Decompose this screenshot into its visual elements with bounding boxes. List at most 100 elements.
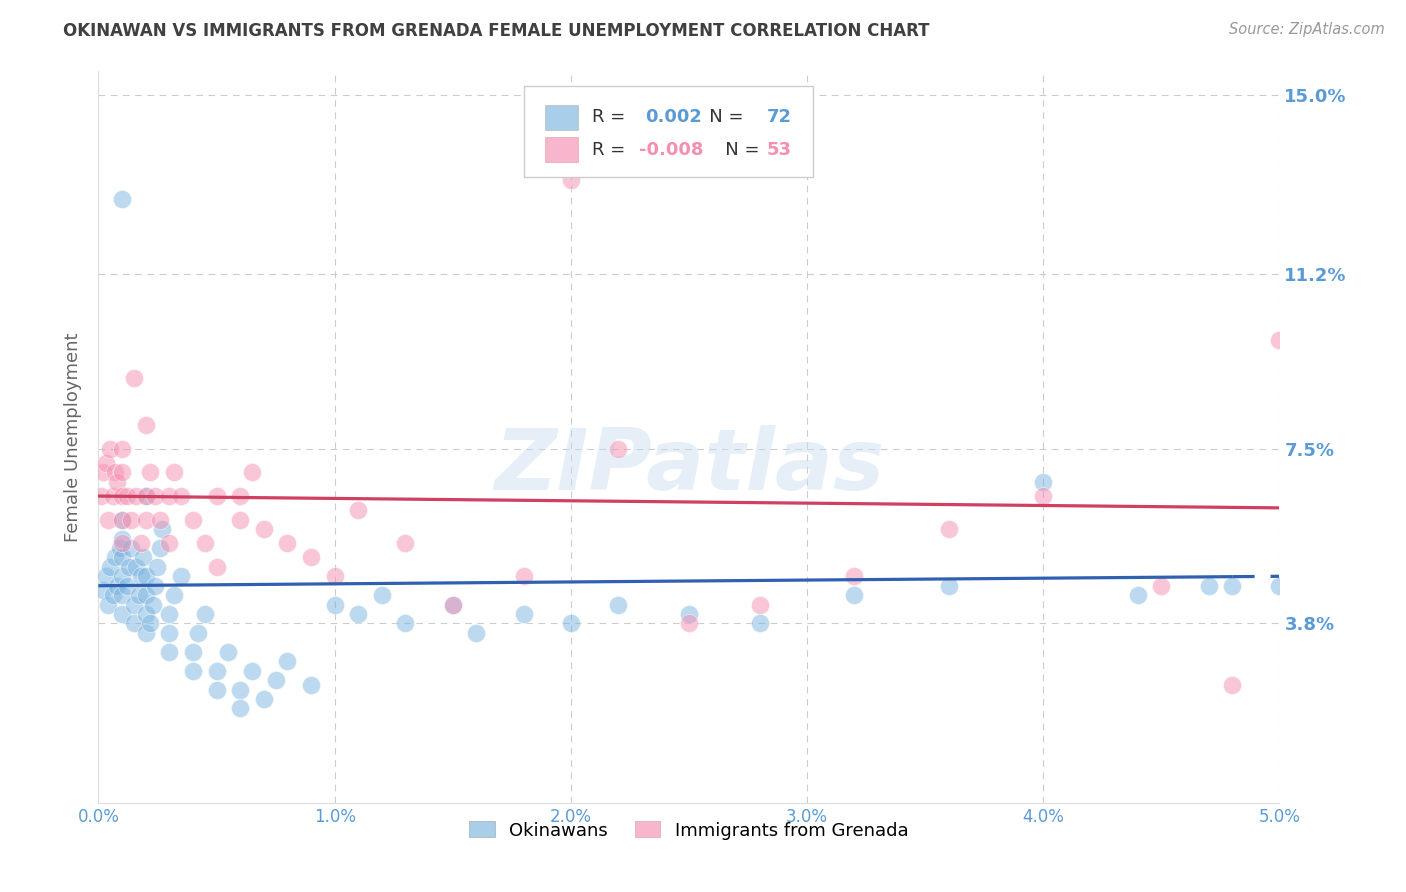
Point [560, 173, 582, 187]
Point [135, 588, 157, 602]
Point [101, 588, 124, 602]
Point [142, 598, 165, 612]
Point [394, 616, 416, 631]
Point [111, 569, 134, 583]
Point [143, 579, 166, 593]
Point [465, 626, 488, 640]
Text: -0.008: -0.008 [640, 141, 704, 159]
Point [264, 673, 287, 687]
Point [139, 466, 162, 480]
Point [938, 522, 960, 536]
Point [139, 616, 162, 631]
Point [347, 607, 370, 621]
Point [157, 536, 180, 550]
Point [118, 559, 141, 574]
Point [323, 569, 346, 583]
Point [229, 701, 252, 715]
FancyBboxPatch shape [523, 86, 813, 178]
Point [135, 418, 157, 433]
Point [135, 489, 157, 503]
Point [323, 598, 346, 612]
Text: R =: R = [592, 109, 637, 127]
Point [104, 466, 127, 480]
Point [149, 541, 172, 555]
Point [111, 607, 134, 621]
Text: 53: 53 [766, 141, 792, 159]
Text: 72: 72 [766, 109, 792, 127]
Point [135, 607, 157, 621]
Point [512, 607, 534, 621]
Point [111, 513, 134, 527]
Point [115, 489, 138, 503]
Point [187, 626, 209, 640]
Point [135, 626, 157, 640]
Text: N =: N = [693, 109, 749, 127]
Point [181, 645, 204, 659]
Point [194, 536, 217, 550]
Point [111, 588, 134, 602]
Point [844, 588, 866, 602]
Point [111, 532, 134, 546]
Point [560, 616, 582, 631]
Point [121, 513, 143, 527]
Point [194, 607, 217, 621]
Point [122, 616, 145, 631]
Point [276, 536, 298, 550]
Point [111, 442, 134, 456]
Point [229, 489, 252, 503]
Point [115, 579, 138, 593]
Point [299, 550, 322, 565]
Point [1220, 678, 1243, 692]
Point [371, 588, 394, 602]
Point [1032, 489, 1054, 503]
Point [678, 607, 700, 621]
Point [347, 503, 370, 517]
Point [1268, 579, 1291, 593]
Point [748, 598, 770, 612]
Point [678, 616, 700, 631]
Text: ZIPatlas: ZIPatlas [494, 425, 884, 508]
Point [111, 536, 134, 550]
Point [229, 513, 252, 527]
Point [748, 616, 770, 631]
Point [240, 664, 263, 678]
Point [146, 559, 169, 574]
Point [125, 559, 148, 574]
Point [122, 598, 145, 612]
Point [1220, 579, 1243, 593]
Legend: Okinawans, Immigrants from Grenada: Okinawans, Immigrants from Grenada [460, 813, 918, 848]
Point [170, 569, 193, 583]
Point [205, 682, 228, 697]
Point [163, 588, 186, 602]
Point [170, 489, 193, 503]
Point [135, 569, 157, 583]
Point [98, 559, 121, 574]
Point [253, 692, 276, 706]
Text: 0.002: 0.002 [645, 109, 702, 127]
Point [607, 442, 630, 456]
Point [205, 489, 228, 503]
Point [91, 466, 114, 480]
Point [276, 654, 298, 668]
Point [111, 513, 134, 527]
Text: R =: R = [592, 141, 631, 159]
Point [91, 583, 114, 598]
Point [90, 489, 112, 503]
Point [157, 626, 180, 640]
Point [181, 664, 204, 678]
Point [441, 598, 464, 612]
Point [97, 513, 120, 527]
Point [441, 598, 464, 612]
Point [135, 513, 157, 527]
Point [253, 522, 276, 536]
Point [1268, 334, 1291, 348]
Point [125, 489, 148, 503]
Point [143, 489, 166, 503]
Point [128, 588, 150, 602]
Point [217, 645, 239, 659]
Point [111, 192, 134, 206]
Y-axis label: Female Unemployment: Female Unemployment [63, 333, 82, 541]
Point [98, 442, 121, 456]
Point [157, 607, 180, 621]
Point [105, 475, 128, 489]
